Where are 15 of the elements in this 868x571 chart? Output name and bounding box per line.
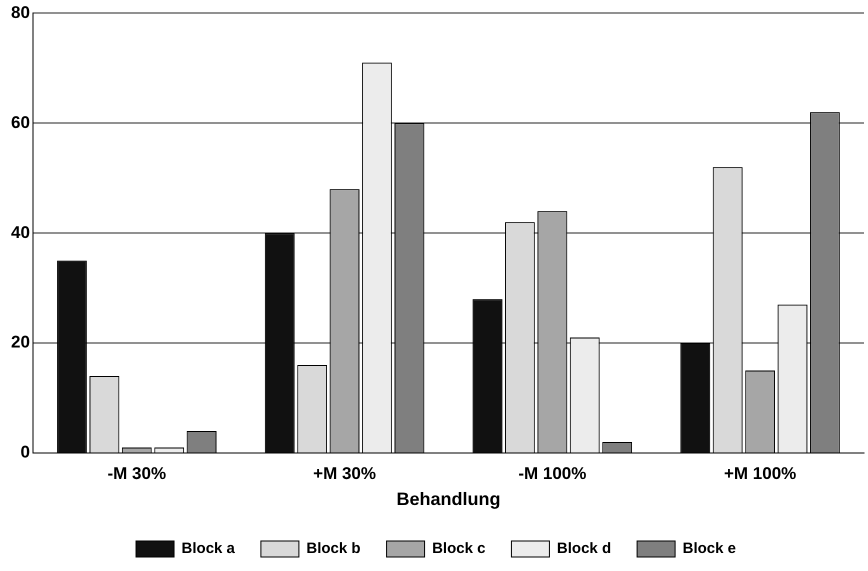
legend-label: Block c: [432, 540, 486, 558]
y-tick-label: 40: [10, 222, 30, 242]
x-tick-label: +M 30%: [313, 464, 376, 483]
x-axis-title: Behandlung: [396, 489, 500, 510]
legend-label: Block b: [306, 540, 361, 558]
legend-label: Block d: [556, 540, 612, 558]
y-tick-label: 0: [20, 442, 30, 462]
y-tick-label: 80: [10, 2, 30, 22]
legend-label: Block e: [682, 540, 736, 558]
x-tick-label: -M 100%: [518, 464, 586, 483]
x-tick-label: -M 30%: [108, 464, 166, 483]
y-tick-label: 60: [10, 112, 30, 132]
y-tick-label: 20: [10, 332, 30, 352]
legend-label: Block a: [182, 540, 236, 558]
x-tick-label: +M 100%: [724, 464, 796, 483]
